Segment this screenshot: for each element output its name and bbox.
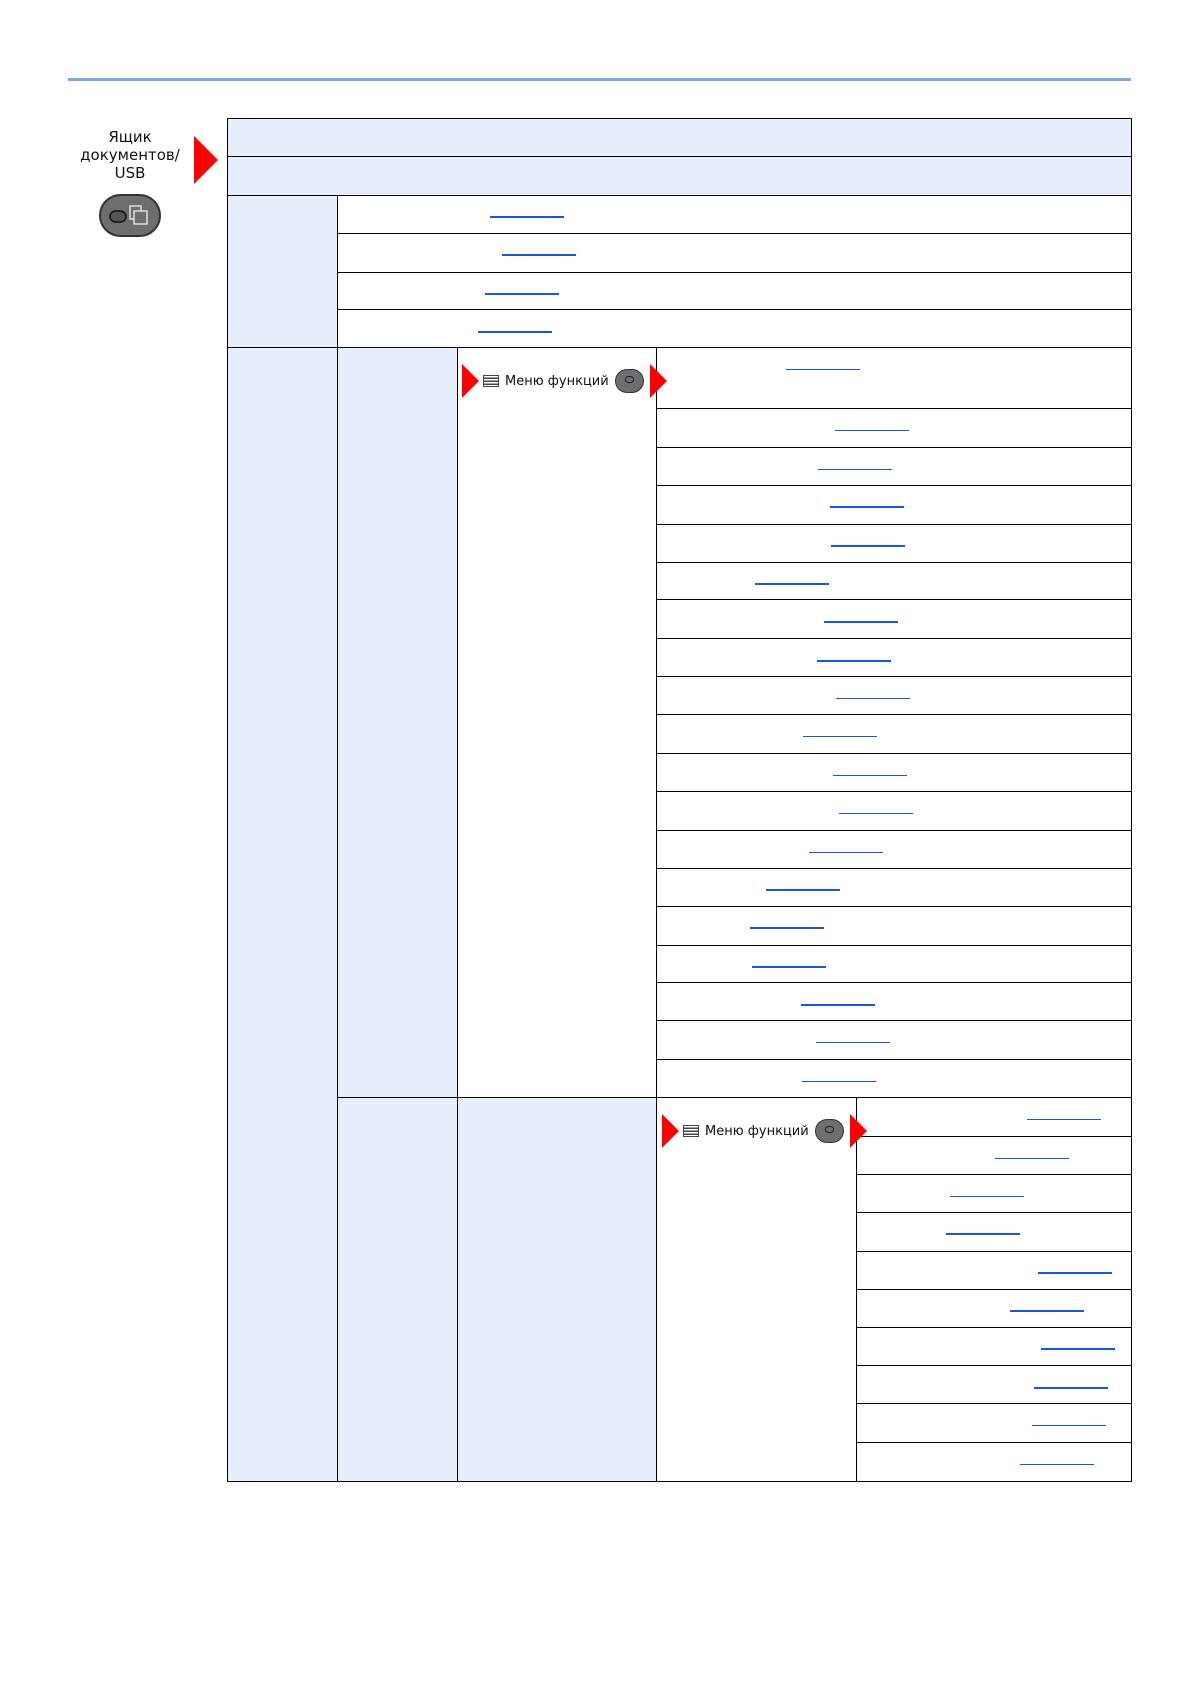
page-link[interactable] — [816, 660, 891, 662]
page-link[interactable] — [838, 812, 913, 815]
page-link[interactable] — [1009, 1310, 1084, 1312]
header-row — [227, 117, 1133, 158]
menu-row — [655, 982, 1133, 1022]
page-link[interactable] — [1026, 1118, 1101, 1121]
page-link[interactable] — [1020, 1463, 1095, 1466]
menu-row — [855, 1365, 1133, 1405]
subcategory-cell — [456, 1097, 658, 1482]
menu-row — [655, 484, 1133, 526]
menu-row — [655, 1059, 1133, 1099]
document-box-usb-label: Ящик документов/ USB — [70, 128, 190, 182]
page-link[interactable] — [502, 254, 577, 256]
key-cell — [456, 347, 658, 1099]
arrow-right-icon — [649, 364, 667, 398]
page-link[interactable] — [755, 583, 830, 585]
page-link[interactable] — [490, 216, 565, 218]
key-cell — [655, 1097, 858, 1482]
header-row — [227, 155, 1133, 197]
page-link[interactable] — [801, 1080, 876, 1083]
page-link[interactable] — [766, 889, 841, 891]
label-line: Ящик — [108, 128, 152, 146]
page-link[interactable] — [829, 506, 904, 508]
arrow-right-icon — [194, 136, 218, 184]
function-menu-label: Меню функций — [505, 373, 609, 389]
page-link[interactable] — [995, 1157, 1070, 1160]
page-link[interactable] — [1034, 1387, 1109, 1389]
arrow-right-icon — [849, 1114, 867, 1148]
menu-row — [855, 1442, 1133, 1482]
menu-row — [336, 232, 1133, 274]
page-link[interactable] — [949, 1195, 1024, 1198]
page-link[interactable] — [1040, 1348, 1115, 1350]
page-link[interactable] — [802, 735, 877, 738]
category-cell — [227, 194, 338, 349]
document-box-button[interactable] — [99, 194, 161, 237]
label-line: документов/ — [80, 146, 180, 164]
page-link[interactable] — [817, 468, 892, 470]
page-link[interactable] — [945, 1233, 1020, 1235]
ok-button-icon — [614, 369, 644, 393]
menu-row — [336, 309, 1133, 349]
function-menu-key[interactable]: Меню функций — [662, 1114, 867, 1148]
menu-row — [655, 599, 1133, 640]
page-link[interactable] — [836, 697, 911, 700]
label-line: USB — [114, 164, 146, 182]
page-link[interactable] — [749, 927, 824, 929]
menu-row — [655, 944, 1133, 984]
menu-row — [655, 407, 1133, 449]
menu-row — [655, 446, 1133, 487]
menu-row — [655, 523, 1133, 564]
menu-row — [855, 1136, 1133, 1176]
menu-row — [655, 829, 1133, 870]
menu-row — [655, 753, 1133, 793]
function-menu-key[interactable]: Меню функций — [462, 364, 667, 398]
category-cell — [227, 347, 338, 1482]
page-link[interactable] — [484, 293, 559, 295]
page-link[interactable] — [1037, 1272, 1112, 1274]
page-link[interactable] — [1032, 1424, 1107, 1427]
menu-row — [336, 194, 1133, 235]
menu-row — [855, 1097, 1133, 1138]
menu-row — [655, 676, 1133, 716]
menu-row — [655, 905, 1133, 947]
menu-row — [855, 1326, 1133, 1367]
menu-row — [336, 271, 1133, 311]
ok-button-icon — [814, 1119, 844, 1143]
menu-row — [855, 1250, 1133, 1291]
subcategory-cell — [336, 1097, 459, 1482]
menu-row — [655, 347, 1133, 410]
arrow-right-icon — [462, 364, 479, 398]
page-link[interactable] — [824, 621, 899, 623]
arrow-right-icon — [662, 1114, 679, 1148]
menu-row — [655, 638, 1133, 678]
page-link[interactable] — [830, 545, 905, 547]
page-link[interactable] — [785, 368, 860, 371]
page-link[interactable] — [835, 429, 910, 432]
menu-row — [655, 561, 1133, 601]
page-link[interactable] — [809, 851, 884, 854]
page-link[interactable] — [800, 1004, 875, 1006]
menu-row — [855, 1211, 1133, 1253]
page-link[interactable] — [751, 966, 826, 968]
menu-row — [855, 1288, 1133, 1329]
menu-row — [655, 1020, 1133, 1061]
list-icon — [683, 1125, 699, 1137]
page-link[interactable] — [815, 1041, 890, 1044]
page-link[interactable] — [833, 774, 908, 777]
menu-row — [655, 867, 1133, 908]
menu-row — [655, 714, 1133, 755]
menu-row — [855, 1403, 1133, 1444]
header-rule — [68, 78, 1131, 81]
menu-row — [855, 1173, 1133, 1214]
menu-row — [655, 790, 1133, 832]
document-box-icon — [109, 205, 148, 225]
page-link[interactable] — [478, 331, 553, 333]
subcategory-cell — [336, 347, 459, 1099]
list-icon — [483, 375, 499, 387]
function-menu-label: Меню функций — [705, 1123, 809, 1139]
